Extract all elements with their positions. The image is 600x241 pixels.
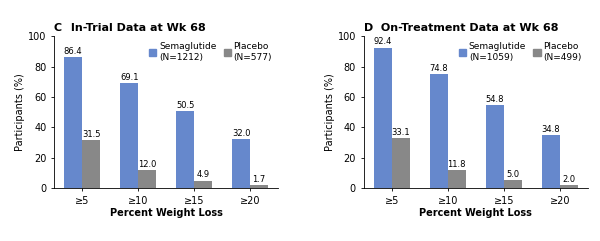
Text: D: D: [364, 23, 373, 33]
Legend: Semaglutide
(N=1059), Placebo
(N=499): Semaglutide (N=1059), Placebo (N=499): [457, 41, 583, 64]
Bar: [120, 83, 138, 188]
Bar: [176, 111, 194, 188]
Text: 74.8: 74.8: [430, 64, 448, 73]
Text: C: C: [54, 23, 62, 33]
X-axis label: Percent Weight Loss: Percent Weight Loss: [419, 208, 532, 218]
Text: 92.4: 92.4: [374, 37, 392, 47]
Text: 31.5: 31.5: [82, 130, 100, 139]
Y-axis label: Participants (%): Participants (%): [325, 73, 335, 151]
Text: 32.0: 32.0: [232, 129, 251, 138]
Text: 54.8: 54.8: [485, 94, 504, 104]
Text: 4.9: 4.9: [197, 170, 210, 179]
Text: 69.1: 69.1: [120, 73, 139, 82]
Text: 86.4: 86.4: [64, 47, 82, 56]
Text: 12.0: 12.0: [138, 160, 157, 168]
Text: 50.5: 50.5: [176, 101, 194, 110]
Text: 34.8: 34.8: [542, 125, 560, 134]
Bar: [232, 139, 250, 188]
Bar: [64, 57, 82, 188]
Text: 2.0: 2.0: [562, 175, 575, 184]
Bar: [392, 138, 410, 188]
Bar: [504, 180, 522, 188]
Text: 5.0: 5.0: [506, 170, 520, 179]
Legend: Semaglutide
(N=1212), Placebo
(N=577): Semaglutide (N=1212), Placebo (N=577): [147, 41, 274, 64]
Bar: [82, 140, 100, 188]
Bar: [560, 185, 578, 188]
Bar: [486, 105, 504, 188]
Bar: [430, 74, 448, 188]
Text: 11.8: 11.8: [448, 160, 466, 169]
Bar: [194, 181, 212, 188]
Bar: [250, 185, 268, 188]
X-axis label: Percent Weight Loss: Percent Weight Loss: [110, 208, 223, 218]
Bar: [542, 135, 560, 188]
Text: In-Trial Data at Wk 68: In-Trial Data at Wk 68: [67, 23, 206, 33]
Bar: [374, 48, 392, 188]
Bar: [138, 170, 156, 188]
Text: 33.1: 33.1: [391, 127, 410, 136]
Text: 1.7: 1.7: [253, 175, 266, 184]
Bar: [448, 170, 466, 188]
Y-axis label: Participants (%): Participants (%): [15, 73, 25, 151]
Text: On-Treatment Data at Wk 68: On-Treatment Data at Wk 68: [377, 23, 559, 33]
